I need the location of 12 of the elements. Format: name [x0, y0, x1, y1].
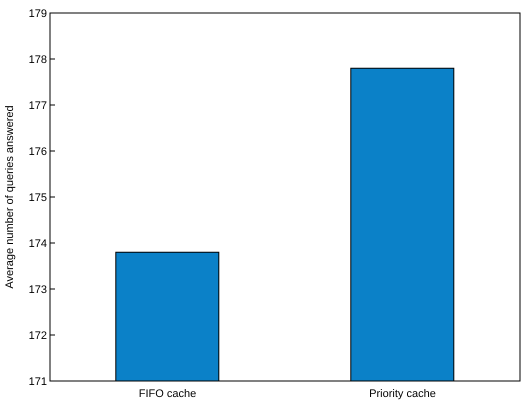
- y-tick-label: 179: [28, 8, 47, 20]
- y-tick-label: 171: [28, 376, 47, 388]
- y-tick-label: 175: [28, 192, 47, 204]
- x-tick-label: FIFO cache: [138, 388, 196, 400]
- y-tick-label: 172: [28, 330, 47, 342]
- y-tick-label: 174: [28, 238, 47, 250]
- y-axis-title: Average number of queries answered: [4, 105, 16, 289]
- y-tick-label: 173: [28, 284, 47, 296]
- y-tick-label: 176: [28, 146, 47, 158]
- x-tick-label: Priority cache: [369, 388, 436, 400]
- y-tick-label: 178: [28, 54, 47, 66]
- y-tick-label: 177: [28, 100, 47, 112]
